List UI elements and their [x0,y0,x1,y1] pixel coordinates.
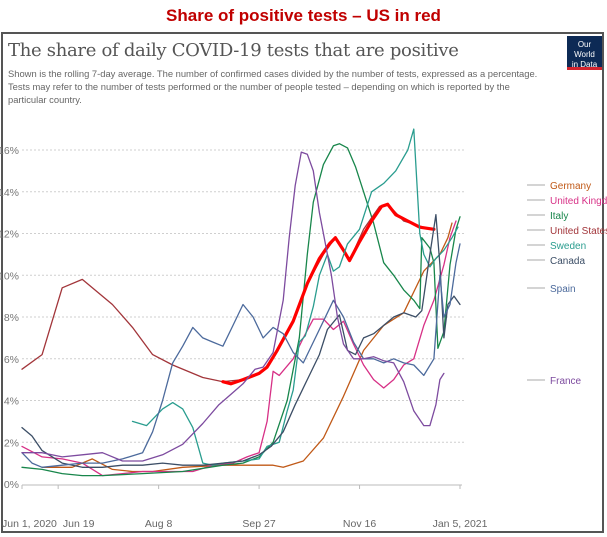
x-tick-label: Jan 5, 2021 [433,518,488,530]
legend-item-united-kingdom[interactable]: United Kingdom [550,196,607,207]
y-tick-label: 16% [0,145,19,157]
x-tick-label: Sep 27 [242,518,275,530]
series-line-france[interactable] [21,151,445,462]
series-line-sweden[interactable] [131,128,459,466]
series-lines [21,128,461,477]
legend-item-italy[interactable]: Italy [550,211,568,222]
y-tick-label: 0% [4,479,19,491]
series-line-canada[interactable] [21,214,461,468]
legend: Germany United Kingdom Italy United States S… [527,181,607,387]
grid-lines [22,149,465,486]
y-axis: 0% 2% 4% 6% 8% 10% 12% 14% 16% [0,145,19,491]
y-tick-label: 8% [4,312,19,324]
y-tick-label: 10% [0,270,19,282]
logo-line-2: in Data [571,60,598,69]
series-line-united-states-highlight[interactable] [221,202,436,386]
banner-title: Share of positive tests – US in red [166,6,441,25]
legend-item-united-states[interactable]: United States [550,226,607,237]
owid-logo[interactable]: Our World in Data [567,36,602,70]
series-line-germany[interactable] [41,222,453,473]
y-tick-label: 4% [4,396,19,408]
series-line-spain[interactable] [21,243,461,468]
y-tick-label: 14% [0,187,19,199]
x-axis: Jun 1, 2020 Jun 19 Aug 8 Sep 27 Nov 16 Jan 5,… [2,485,488,530]
series-line-united-states[interactable] [21,203,435,383]
logo-line-1: Our World [574,40,595,59]
chart-subtitle: Shown is the rolling 7-day average. The … [8,68,538,105]
legend-item-canada[interactable]: Canada [550,256,585,267]
legend-item-germany[interactable]: Germany [550,181,591,192]
legend-item-sweden[interactable]: Sweden [550,241,586,252]
x-tick-label: Aug 8 [145,518,173,530]
x-tick-label: Nov 16 [343,518,376,530]
series-line-italy[interactable] [21,143,461,477]
chart-frame: The share of daily COVID-19 tests that a… [1,32,604,533]
series-line-united-kingdom[interactable] [21,220,457,477]
x-tick-label: Jun 1, 2020 [2,518,57,530]
y-tick-label: 2% [4,437,19,449]
legend-item-france[interactable]: France [550,376,582,387]
y-tick-label: 6% [4,354,19,366]
y-tick-label: 12% [0,229,19,241]
legend-item-spain[interactable]: Spain [550,284,576,295]
x-tick-label: Jun 19 [63,518,95,530]
chart-title: The share of daily COVID-19 tests that a… [8,40,459,61]
